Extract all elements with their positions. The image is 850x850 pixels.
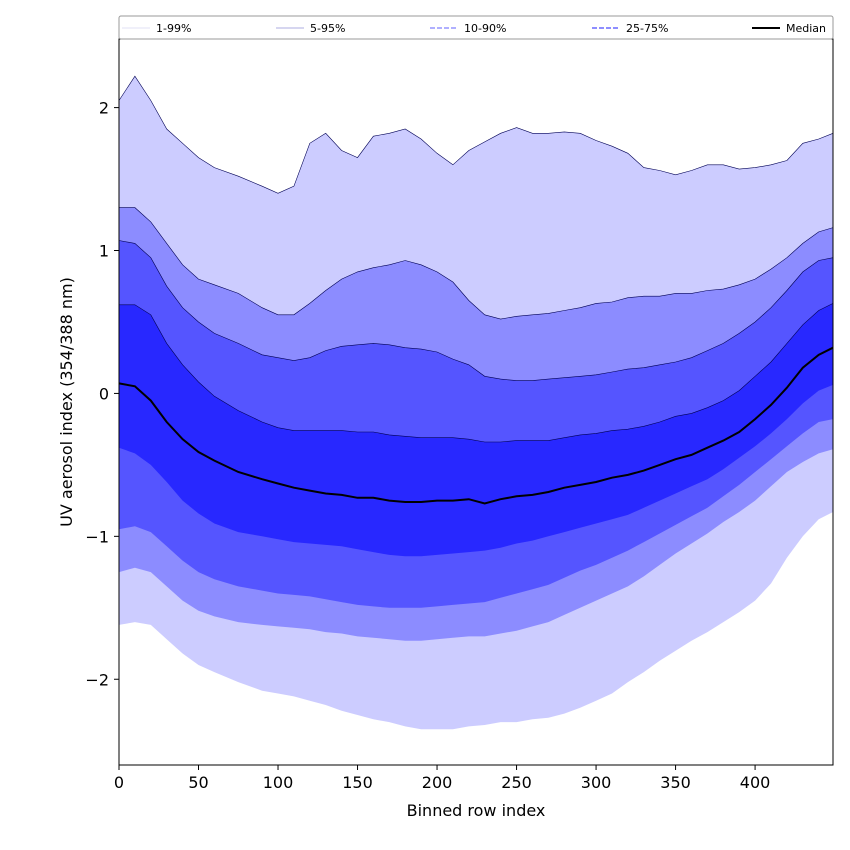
- edge-90: [118, 240, 834, 381]
- y-tick-label: 2: [99, 99, 109, 118]
- median-line: [118, 346, 834, 505]
- x-axis-title: Binned row index: [407, 801, 546, 820]
- x-tick-label: 100: [263, 773, 294, 792]
- x-tick-label: 200: [422, 773, 453, 792]
- edge-95: [119, 207, 834, 320]
- x-tick-label: 50: [188, 773, 208, 792]
- legend-label: 10-90%: [464, 22, 506, 35]
- legend-label: 25-75%: [626, 22, 668, 35]
- legend-label: 5-95%: [310, 22, 345, 35]
- y-axis-title: UV aerosol index (354/388 nm): [57, 277, 76, 527]
- y-tick-label: 0: [99, 384, 109, 403]
- edge-75: [119, 303, 834, 443]
- band-25-75: [119, 303, 833, 557]
- legend-box: [118, 15, 834, 40]
- y-tick-label: −1: [85, 527, 109, 546]
- median-layer: [118, 346, 834, 505]
- edge-99: [118, 75, 834, 194]
- x-tick-label: 250: [501, 773, 532, 792]
- x-tick-label: 0: [114, 773, 124, 792]
- y-axis: −2 −1 0 1 2: [85, 99, 119, 689]
- percentile-bands: [119, 76, 833, 730]
- y-tick-label: 1: [99, 242, 109, 261]
- y-tick-label: −2: [85, 670, 109, 689]
- x-tick-label: 300: [581, 773, 612, 792]
- x-tick-label: 150: [342, 773, 373, 792]
- x-axis: 0 50 100 150 200 250 300 350 400: [114, 765, 770, 792]
- legend-label: Median: [786, 22, 826, 35]
- legend: 1-99% 5-95% 10-90% 25-75% Median: [118, 15, 834, 40]
- percentile-band-edges: [118, 75, 834, 443]
- legend-label: 1-99%: [156, 22, 191, 35]
- x-tick-label: 400: [740, 773, 771, 792]
- x-tick-label: 350: [660, 773, 691, 792]
